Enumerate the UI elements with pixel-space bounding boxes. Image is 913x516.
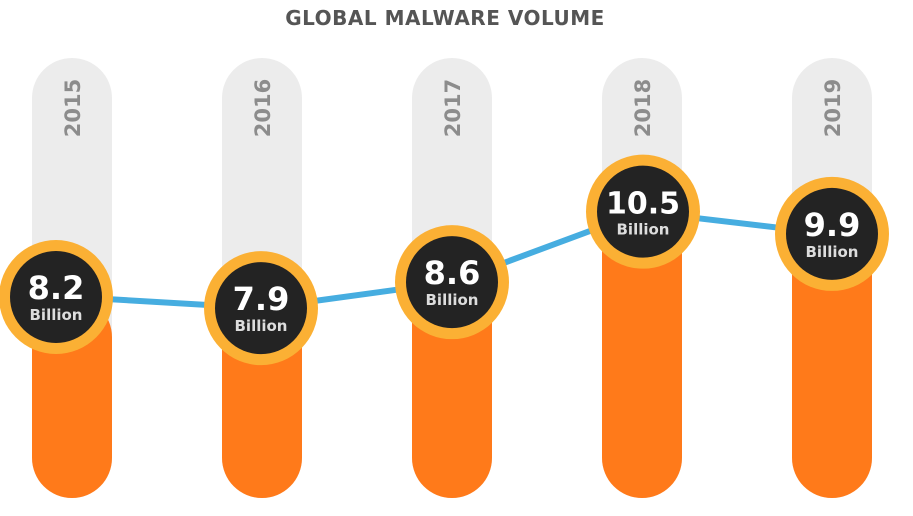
data-unit-label: Billion [806,243,859,261]
data-label: 8.6 [424,254,481,292]
data-label: 9.9 [804,206,861,244]
data-label: 8.2 [28,269,85,307]
chart-title: GLOBAL MALWARE VOLUME [285,6,605,30]
year-label: 2016 [251,79,275,137]
data-point [597,165,689,258]
year-label: 2015 [61,79,85,137]
year-label: 2018 [631,79,655,137]
data-unit-label: Billion [426,291,479,309]
year-label: 2019 [821,79,845,137]
column-fill [602,211,682,499]
column-fill [412,282,492,498]
data-label: 10.5 [606,187,680,222]
data-unit-label: Billion [30,306,83,324]
data-unit-label: Billion [617,221,670,239]
column-fill [792,233,872,498]
year-label: 2017 [441,79,465,137]
data-label: 7.9 [233,280,290,318]
data-point [10,251,102,343]
data-point [406,236,498,329]
data-point [215,262,307,355]
data-point [786,187,878,280]
data-unit-label: Billion [235,317,288,335]
